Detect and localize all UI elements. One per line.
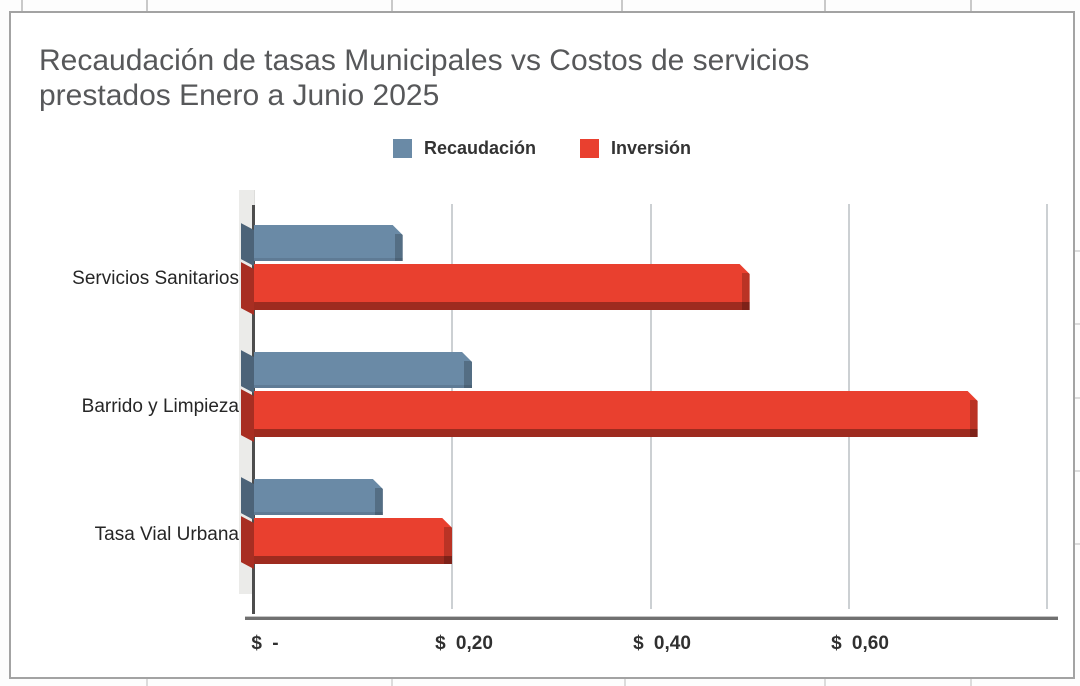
sheet-column-gridline-stub [391,678,393,686]
bar-3d-tail [241,223,254,266]
legend-label-inversion: Inversión [611,138,692,158]
bar-inversion-servicios-sanitarios[interactable] [241,262,750,315]
sheet-column-gridline-stub [970,678,972,686]
x-tick-label-0-40: $ 0,40 [633,633,691,654]
bar-3d-tail [241,350,254,393]
sheet-column-gridline-stub [824,678,826,686]
chart-title-line-2: prestados Enero a Junio 2025 [39,79,440,112]
bar-inversion-barrido-y-limpieza[interactable] [241,389,978,442]
legend-item-recaudacion: Recaudación [392,138,536,159]
bar-face [254,479,383,515]
chart-frame[interactable]: Recaudación de tasas Municipales vs Cost… [9,11,1075,679]
bar-face [254,391,978,437]
chart-title: Recaudación de tasas Municipales vs Cost… [39,43,1029,113]
sheet-column-gridline-stub [624,678,626,686]
sheet-column-gridline-stub [146,678,148,686]
sheet-column-gridline-stub [21,0,23,11]
gridline-0-80-plot-edge [1046,204,1048,609]
chart-legend: Recaudación Inversión [11,138,1073,159]
bar-3d-tail [241,262,254,315]
bar-group-barrido-y-limpieza [241,350,1047,467]
sheet-column-gridline-stub [621,0,623,11]
bar-inversion-tasa-vial-urbana[interactable] [241,516,452,569]
bar-group-tasa-vial-urbana [241,477,1047,594]
x-axis-line [245,616,1058,620]
legend-item-inversion: Inversión [580,138,691,159]
bar-recaudacion-tasa-vial-urbana[interactable] [241,477,383,520]
bar-face [254,225,403,261]
sheet-row-gridline-stub [1073,323,1080,325]
x-tick-label-0-20: $ 0,20 [435,633,493,654]
sheet-column-gridline-stub [824,0,826,11]
bar-3d-tail [241,516,254,569]
sheet-column-gridline-stub [146,0,148,11]
x-tick-label-0: $ - [251,633,279,654]
sheet-row-gridline-stub [1073,397,1080,399]
chart-title-line-1: Recaudación de tasas Municipales vs Cost… [39,44,810,77]
bar-face [254,518,452,564]
legend-label-recaudacion: Recaudación [423,138,536,158]
bar-face [254,264,750,310]
bar-recaudacion-servicios-sanitarios[interactable] [241,223,403,266]
category-label-barrido-y-limpieza: Barrido y Limpieza [81,396,239,417]
x-tick-label-0-60: $ 0,60 [831,633,889,654]
sheet-row-gridline-stub [1073,470,1080,472]
plot-area [239,190,1048,614]
bar-group-servicios-sanitarios [241,223,1047,340]
category-label-servicios-sanitarios: Servicios Sanitarios [72,268,239,289]
bar-face [254,352,472,388]
bar-3d-tail [241,389,254,442]
bar-3d-tail [241,477,254,520]
sheet-row-gridline-stub [1073,543,1080,545]
legend-swatch-recaudacion [392,139,412,158]
legend-swatch-inversion [580,139,599,158]
bar-recaudacion-barrido-y-limpieza[interactable] [241,350,472,393]
sheet-column-gridline-stub [391,0,393,11]
sheet-row-gridline-stub [1073,250,1080,252]
sheet-column-gridline-stub [970,0,972,11]
category-label-tasa-vial-urbana: Tasa Vial Urbana [94,524,239,545]
